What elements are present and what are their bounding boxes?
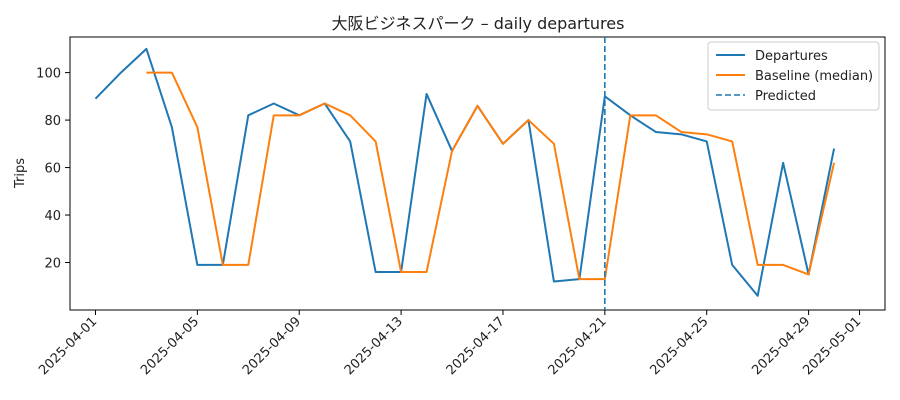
y-tick-label: 100 xyxy=(36,67,61,82)
y-axis-label: Trips xyxy=(13,158,28,189)
x-tick-label: 2025-04-01 xyxy=(36,314,100,378)
legend-label-predicted: Predicted xyxy=(755,89,816,104)
legend-label-departures: Departures xyxy=(755,49,828,64)
legend: Departures Baseline (median) Predicted xyxy=(707,41,880,111)
x-tick-label: 2025-04-25 xyxy=(648,314,712,378)
y-tick-label: 20 xyxy=(44,257,61,272)
plot-frame xyxy=(69,36,886,311)
legend-label-baseline: Baseline (median) xyxy=(755,69,873,84)
x-tick-label: 2025-04-21 xyxy=(546,314,610,378)
series-line-baseline xyxy=(146,71,836,281)
x-tick-label: 2025-04-13 xyxy=(342,314,406,378)
x-tick-label: 2025-04-05 xyxy=(138,314,202,378)
chart-title: 大阪ビジネスパーク – daily departures xyxy=(332,14,625,33)
x-tick-label: 2025-04-17 xyxy=(444,314,508,378)
y-tick-label: 80 xyxy=(44,114,61,129)
y-tick-label: 40 xyxy=(44,209,61,224)
y-tick-label: 60 xyxy=(44,162,61,177)
x-tick-label: 2025-04-09 xyxy=(240,314,304,378)
legend-box xyxy=(707,41,880,111)
